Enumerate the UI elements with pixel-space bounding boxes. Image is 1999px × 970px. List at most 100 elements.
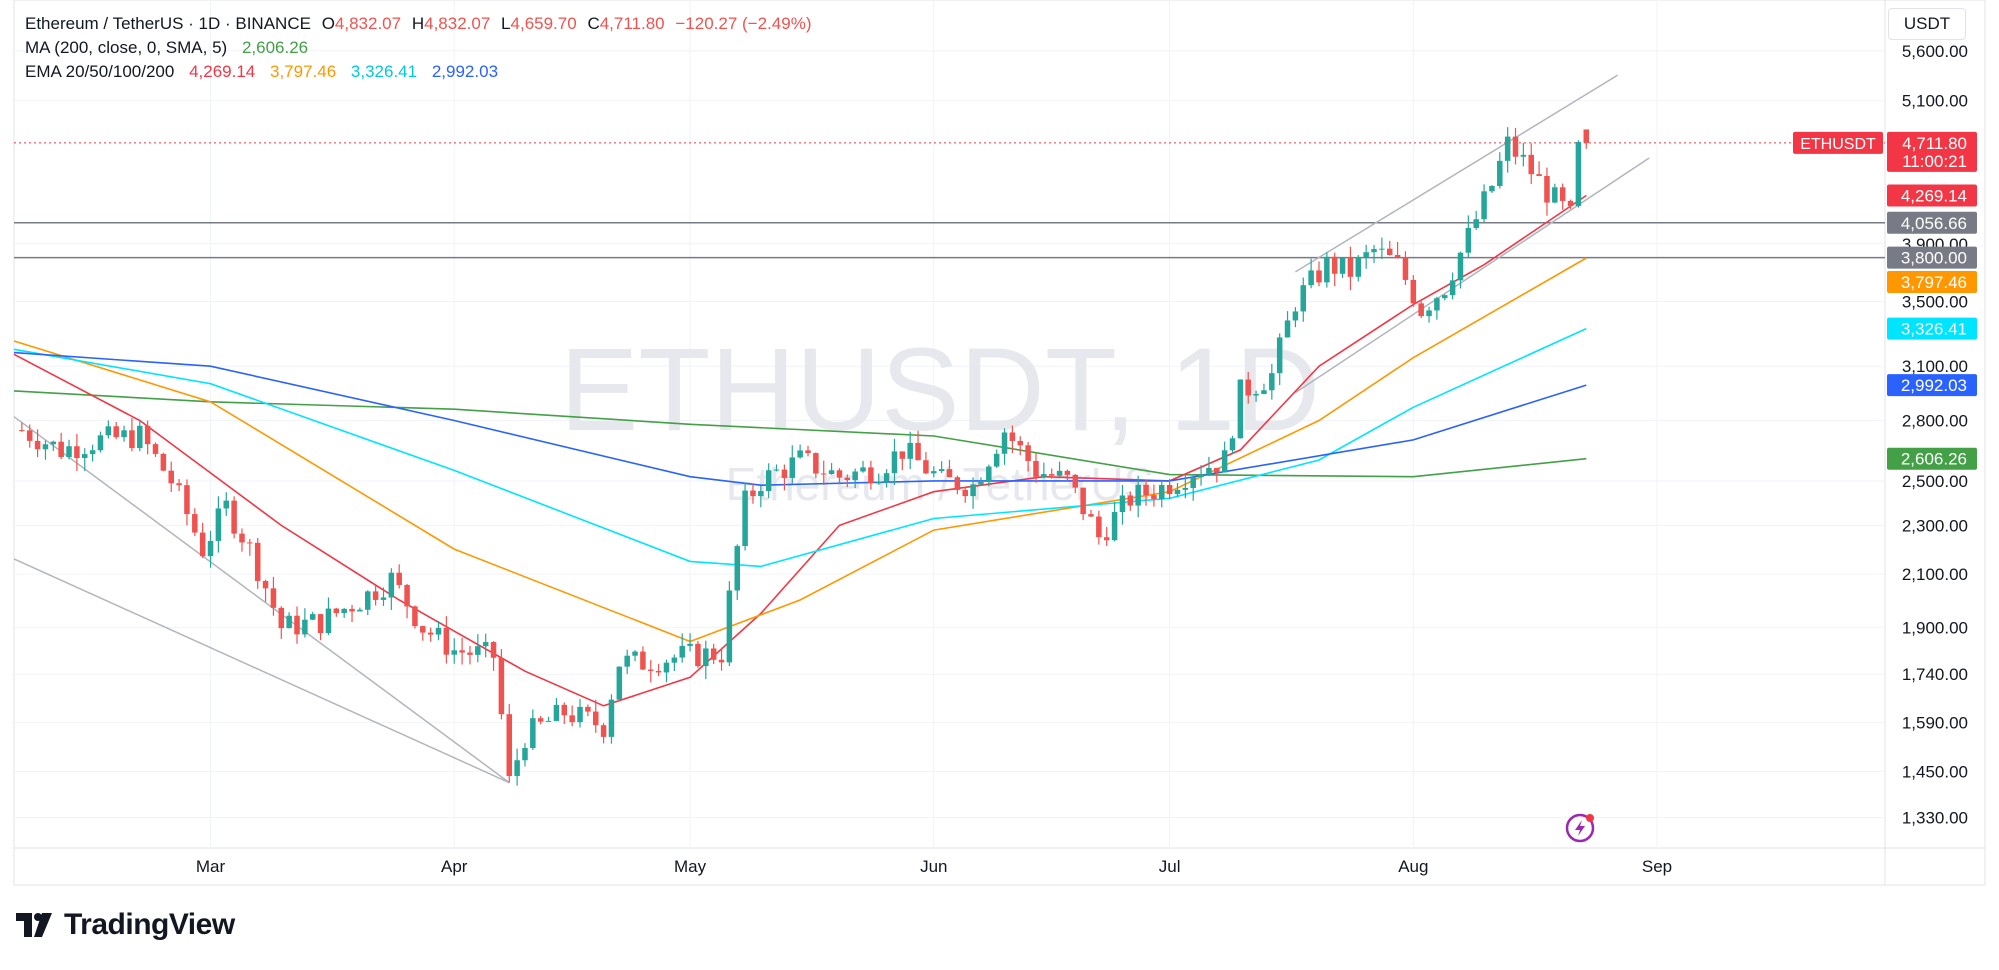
candle-body <box>514 760 520 776</box>
candle-body <box>302 619 308 635</box>
candle-body <box>247 542 253 544</box>
symbol-row: Ethereum / TetherUS · 1D · BINANCE O4,83… <box>25 12 821 36</box>
candle-body <box>522 748 528 761</box>
candle-body <box>1497 160 1503 186</box>
price-label-bg <box>1887 374 1977 397</box>
candle-body <box>797 450 803 458</box>
candle-body <box>1190 477 1196 488</box>
candle-body <box>1292 311 1299 321</box>
candle-body <box>970 484 976 497</box>
ohlc-open-key: O <box>321 14 335 33</box>
candle-body <box>530 718 536 749</box>
candle-body <box>986 466 992 482</box>
candle-body <box>1308 270 1314 286</box>
candle-body <box>781 469 788 478</box>
candle-body <box>66 446 72 457</box>
candle-body <box>404 584 410 607</box>
candle-body <box>577 706 583 723</box>
candle-body <box>718 659 725 663</box>
symbol-title: Ethereum / TetherUS · 1D · BINANCE <box>25 14 311 33</box>
candle-body <box>82 454 88 458</box>
candle-body <box>1041 474 1047 477</box>
candle-body <box>1096 516 1102 538</box>
candle-body <box>278 607 285 629</box>
candle-body <box>946 469 953 478</box>
candle-body <box>931 471 937 474</box>
candle-body <box>648 669 654 671</box>
candle-body <box>459 650 465 653</box>
candle-body <box>1528 154 1534 175</box>
candle-body <box>137 425 143 449</box>
ema100-value: 3,326.41 <box>350 62 418 81</box>
candle-body <box>427 632 434 635</box>
candle-body <box>1009 432 1016 441</box>
candle-body <box>820 473 827 475</box>
candle-body <box>372 591 379 600</box>
candle-body <box>773 469 780 471</box>
candle-body <box>50 441 57 445</box>
candle-body <box>1355 257 1362 277</box>
candle-body <box>1402 257 1409 280</box>
candle-body <box>1245 379 1251 396</box>
candle-body <box>443 627 450 655</box>
price-tick-label: 2,800.00 <box>1902 412 1968 431</box>
candle-body <box>561 704 568 716</box>
candle-body <box>978 481 984 485</box>
candle-body <box>341 608 347 614</box>
candle-body <box>1536 174 1542 176</box>
ema20-value: 4,269.14 <box>189 62 256 81</box>
candle-body <box>703 648 709 667</box>
time-tick-label: Mar <box>196 857 226 876</box>
candle-body <box>192 514 198 533</box>
candle-body <box>1143 484 1149 496</box>
candle-body <box>1088 514 1094 517</box>
candle-body <box>396 572 402 585</box>
candle-body <box>349 608 355 612</box>
candle-body <box>734 546 740 591</box>
time-axis[interactable]: Mar Apr May Jun Jul Aug Sep <box>196 857 1672 876</box>
price-tick-label: 2,500.00 <box>1902 472 1968 491</box>
candle-body <box>805 450 811 454</box>
currency-button[interactable]: USDT <box>1888 8 1966 40</box>
candle-body <box>129 430 135 449</box>
candle-body <box>34 440 41 450</box>
price-axis[interactable]: 5,600.005,100.003,900.003,500.003,100.00… <box>1902 42 1968 828</box>
ema50-line <box>13 257 1587 643</box>
candle-body <box>545 720 552 722</box>
candle-body <box>938 469 945 472</box>
candle-body <box>1371 249 1377 253</box>
candle-body <box>750 490 756 497</box>
candle-body <box>42 444 49 450</box>
candle-body <box>710 648 717 660</box>
candle-body <box>199 532 206 557</box>
candle-body <box>1512 136 1519 157</box>
watermark-symbol: ETHUSDT, 1D <box>560 324 1321 456</box>
candle-body <box>1583 129 1590 143</box>
price-label-text: 4,269.14 <box>1901 187 1967 206</box>
candle-body <box>144 425 151 445</box>
candle-body <box>105 426 112 436</box>
ema-row[interactable]: EMA 20/50/100/200 4,269.14 3,797.46 3,32… <box>25 60 821 84</box>
candle-body <box>168 470 174 484</box>
candle-body <box>1269 373 1275 391</box>
candle-body <box>1001 432 1008 454</box>
ma-row[interactable]: MA (200, close, 0, SMA, 5) 2,606.26 <box>25 36 821 60</box>
candle-body <box>883 473 890 482</box>
candle-body <box>357 609 363 612</box>
lightning-icon[interactable] <box>1565 813 1595 843</box>
candle-body <box>160 453 167 471</box>
tradingview-logo[interactable]: TradingView <box>16 908 235 942</box>
time-tick-label: May <box>674 857 707 876</box>
candle-body <box>1426 310 1432 317</box>
candle-body <box>1386 248 1393 256</box>
candle-body <box>1552 187 1558 203</box>
candle-body <box>655 670 662 673</box>
candle-body <box>262 580 269 589</box>
candle-body <box>207 540 214 557</box>
candle-body <box>58 441 64 457</box>
price-tick-label: 3,100.00 <box>1902 357 1968 376</box>
candle-body <box>420 626 426 633</box>
candle-body <box>1520 154 1527 157</box>
